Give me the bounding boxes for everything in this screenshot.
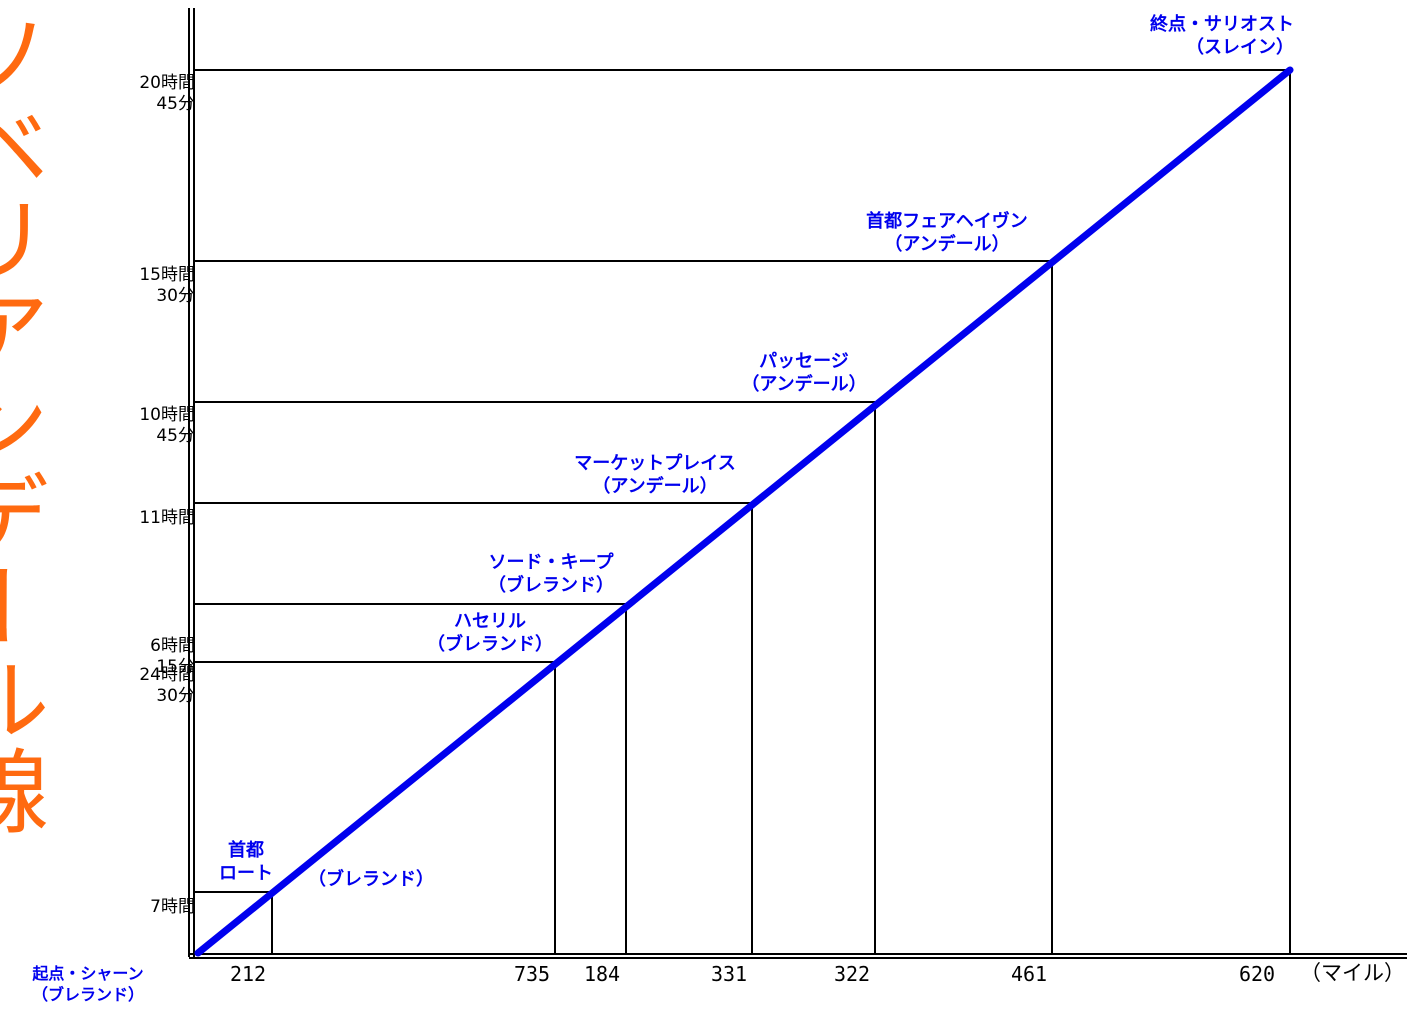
x-axis-unit: （マイル） bbox=[1300, 961, 1405, 985]
origin-label: 起点・シャーン （ブレランド） bbox=[31, 964, 144, 1004]
distance-label: 620 bbox=[1238, 962, 1276, 986]
time-label: 20時間 45分 bbox=[139, 73, 195, 114]
station-label-sword-keep: ソード・キープ （ブレランド） bbox=[488, 552, 614, 596]
time-label: 24時間 30分 bbox=[139, 665, 195, 706]
distance-label: 461 bbox=[1010, 962, 1048, 986]
station-label-rohto: 首都 ロート bbox=[219, 840, 273, 884]
distance-label: 184 bbox=[583, 962, 621, 986]
station-label-hasellil: ハセリル （ブレランド） bbox=[427, 611, 553, 655]
time-label: 10時間 45分 bbox=[139, 405, 195, 446]
distance-label: 322 bbox=[833, 962, 871, 986]
station-label-marketplace: マーケットプレイス （アンデール） bbox=[574, 453, 736, 497]
time-label: 6時間 15分 bbox=[150, 636, 195, 677]
route-line bbox=[194, 66, 1294, 957]
station-label-fairhaven: 首都フェアヘイヴン （アンデール） bbox=[866, 211, 1028, 255]
title-container: ソベリアンデール線 bbox=[0, 0, 80, 840]
station-label-passage: パッセージ （アンデール） bbox=[741, 351, 867, 395]
time-label: 15時間 30分 bbox=[139, 265, 195, 306]
route-title: ソベリアンデール線 bbox=[0, 8, 49, 836]
grid-lines bbox=[194, 69, 1291, 954]
station-label-thaliost: 終点・サリオスト （スレイン） bbox=[1150, 14, 1294, 58]
time-label: 7時間 bbox=[150, 897, 195, 917]
distance-label: 735 bbox=[513, 962, 551, 986]
time-label: 11時間 bbox=[139, 508, 195, 528]
distance-label: 331 bbox=[710, 962, 748, 986]
distance-label: 212 bbox=[229, 962, 267, 986]
station-label-rohto-country: （ブレランド） bbox=[308, 869, 434, 890]
